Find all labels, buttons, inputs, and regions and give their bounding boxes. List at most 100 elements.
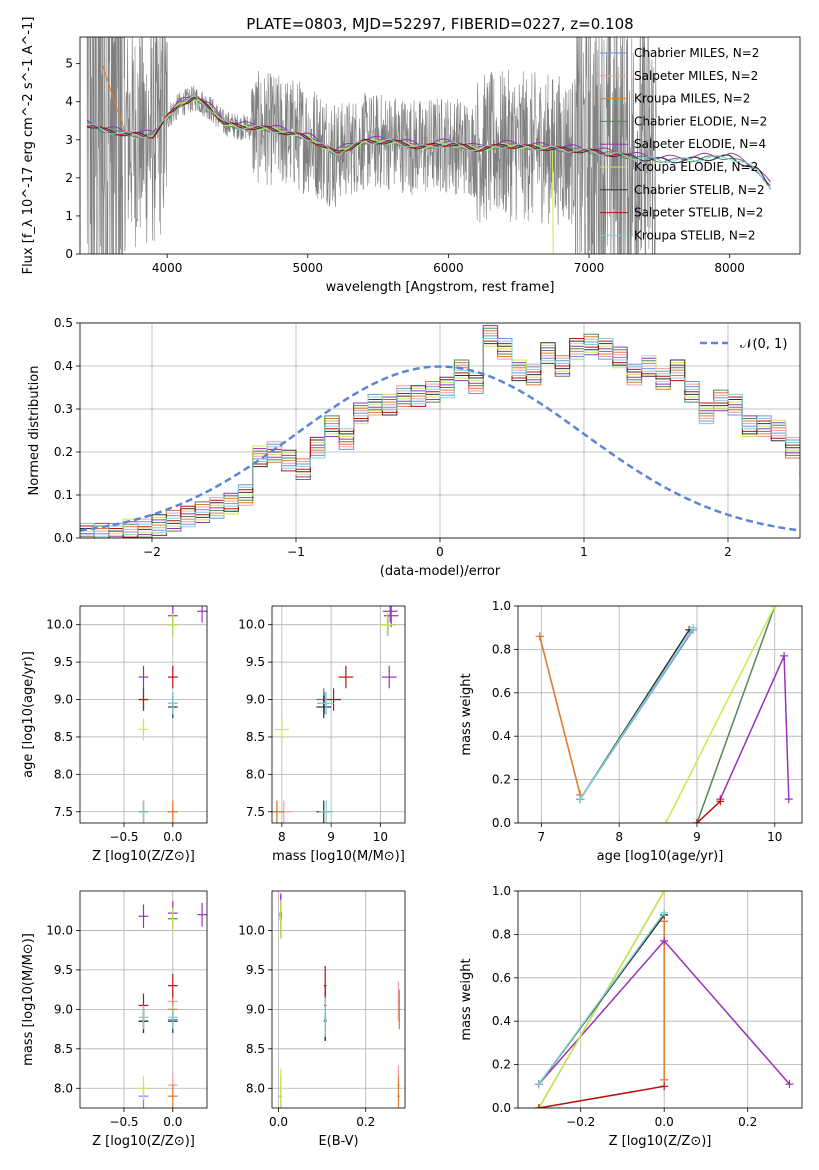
model-line <box>86 95 771 189</box>
y-tick-label: 8.5 <box>54 1042 73 1056</box>
model-line <box>163 99 554 254</box>
x-axis-label: wavelength [Angstrom, rest frame] <box>326 280 555 295</box>
y-tick-label: 2 <box>65 171 73 185</box>
y-tick-label: 0.4 <box>492 729 511 743</box>
y-tick-label: 0.2 <box>492 1058 511 1072</box>
panel-age-vs-Z: −0.5 0.0 7.5 8.0 8.5 9.0 9.5 10.0 Z [log10(Z/Z⊙)… <box>21 605 208 864</box>
point-marker <box>716 797 725 806</box>
x-tick-label: 8 <box>615 830 623 844</box>
plot-area <box>138 901 207 1108</box>
y-tick-label: 0.4 <box>54 359 73 373</box>
y-axis-label: mass weight <box>459 958 474 1040</box>
y-tick-label: 10.0 <box>46 923 73 937</box>
panel-weight-vs-age: 7 8 9 10 0.0 0.2 0.4 0.6 0.8 1.0 age [log10(age/yr… <box>459 599 803 864</box>
x-tick-label: −1 <box>287 545 305 559</box>
y-tick-label: 8.0 <box>54 1081 73 1095</box>
weight-line <box>539 636 581 795</box>
y-tick-label: 9.0 <box>54 1002 73 1016</box>
point-marker <box>660 936 669 945</box>
y-tick-label: 0.5 <box>54 316 73 330</box>
x-tick-label: 6000 <box>433 261 464 275</box>
histogram-step <box>80 338 800 538</box>
x-tick-label: 0.0 <box>655 1115 674 1129</box>
y-tick-label: 0.0 <box>492 816 511 830</box>
y-tick-label: 7.5 <box>54 805 73 819</box>
x-axis-label: (data-model)/error <box>380 564 501 579</box>
legend-label: Salpeter ELODIE, N=4 <box>634 137 766 151</box>
weight-line <box>696 800 721 823</box>
legend-label: Kroupa MILES, N=2 <box>634 92 750 106</box>
normal-curve <box>80 365 800 532</box>
plot-area <box>86 37 771 254</box>
x-tick-label: −0.2 <box>566 1115 595 1129</box>
x-tick-label: 0.2 <box>738 1115 757 1129</box>
legend-label: Salpeter STELIB, N=2 <box>634 206 763 220</box>
grid <box>518 605 802 824</box>
data-spectrum <box>86 37 657 254</box>
x-tick-label: −2 <box>143 545 161 559</box>
y-axis-label: Normed distribution <box>27 366 42 496</box>
x-tick-label: 8000 <box>714 261 745 275</box>
y-tick-label: 9.5 <box>54 655 73 669</box>
grid <box>80 606 207 823</box>
y-tick-label: 9.0 <box>246 693 265 707</box>
panel-age-vs-mass: 8 9 10 7.5 8.0 8.5 9.0 9.5 10.0 mass [log10(M/M⊙)… <box>238 605 406 864</box>
point-marker <box>689 623 698 632</box>
panel-mass-vs-ebv: 0.0 0.2 8.0 8.5 9.0 9.5 10.0 E(B-V) <box>238 890 406 1149</box>
legend-label: Kroupa ELODIE, N=2 <box>634 160 758 174</box>
x-tick-label: 8 <box>278 830 286 844</box>
axes-frame <box>271 605 406 824</box>
x-tick-label: 9 <box>327 830 335 844</box>
legend: 𝒩(0, 1) <box>700 337 787 352</box>
y-tick-label: 0.6 <box>492 971 511 985</box>
plot-area <box>138 606 207 823</box>
grid <box>518 890 802 1109</box>
y-tick-label: 0.8 <box>492 642 511 656</box>
plot-area <box>80 325 800 538</box>
point-marker <box>660 1082 669 1091</box>
y-tick-label: 0.4 <box>492 1014 511 1028</box>
axes-frame <box>79 890 208 1109</box>
x-tick-label: 1 <box>580 545 588 559</box>
y-tick-label: 0 <box>65 247 73 261</box>
point-marker <box>770 606 779 610</box>
panel-residuals: −2 −1 0 1 2 0.0 0.1 0.2 0.3 0.4 0.5 (data-model)/er… <box>27 316 801 579</box>
x-tick-label: 0.0 <box>163 830 182 844</box>
weight-line <box>696 606 776 823</box>
axes-frame <box>79 36 801 255</box>
point-marker <box>780 651 789 660</box>
point-marker <box>576 795 585 804</box>
y-tick-label: 8.5 <box>246 1042 265 1056</box>
x-tick-label: 5000 <box>293 261 324 275</box>
legend-label: 𝒩(0, 1) <box>740 337 787 352</box>
point-marker <box>784 795 793 804</box>
x-tick-label: 9 <box>693 830 701 844</box>
point-marker <box>534 1104 543 1108</box>
point-marker <box>692 819 701 823</box>
figure-title: PLATE=0803, MJD=52297, FIBERID=0227, z=0… <box>246 15 633 33</box>
point-marker <box>534 1080 543 1089</box>
panel-mass-vs-Z: −0.5 0.0 8.0 8.5 9.0 9.5 10.0 Z [log10(Z/Z⊙)] ma… <box>21 890 208 1149</box>
y-axis-label: mass weight <box>459 673 474 755</box>
x-tick-label: 0.2 <box>356 1115 375 1129</box>
legend-label: Chabrier ELODIE, N=2 <box>634 114 767 128</box>
y-axis-label: mass [log10(M/M⊙)] <box>21 933 36 1066</box>
histogram-step <box>80 343 800 538</box>
x-tick-label: 7000 <box>574 261 605 275</box>
x-axis-label: E(B-V) <box>318 1134 358 1149</box>
panel-spectrum: 4000 5000 6000 7000 8000 0 1 2 3 4 5 wavelength [An… <box>21 17 801 295</box>
point-marker <box>660 908 669 917</box>
histogram-step <box>80 340 800 538</box>
weight-line <box>538 1085 665 1108</box>
y-tick-label: 3 <box>65 133 73 147</box>
x-tick-label: 7 <box>538 830 546 844</box>
x-tick-label: −0.5 <box>109 830 138 844</box>
plot-area <box>279 893 401 1108</box>
y-tick-label: 0.1 <box>54 488 73 502</box>
x-tick-label: 0.0 <box>163 1115 182 1129</box>
panel-weight-vs-Z: −0.2 0.0 0.2 0.0 0.2 0.4 0.6 0.8 1.0 Z [log10(Z/Z… <box>459 884 803 1149</box>
y-tick-label: 5 <box>65 57 73 71</box>
x-axis-label: Z [log10(Z/Z⊙)] <box>92 1134 195 1149</box>
axes-frame <box>271 890 406 1109</box>
